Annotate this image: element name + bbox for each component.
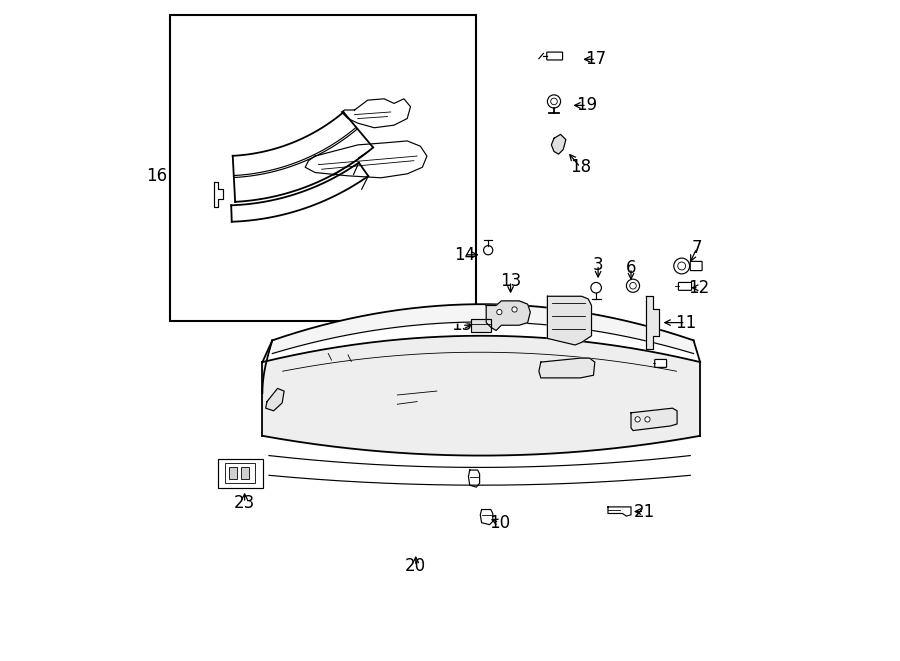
Text: 6: 6 — [626, 259, 636, 277]
Circle shape — [497, 309, 502, 315]
Polygon shape — [547, 296, 591, 345]
Circle shape — [678, 262, 686, 270]
Text: 12: 12 — [688, 279, 709, 297]
Circle shape — [674, 258, 689, 274]
Text: 8: 8 — [671, 393, 682, 410]
Text: 23: 23 — [234, 494, 256, 512]
Circle shape — [547, 95, 561, 108]
Circle shape — [635, 416, 640, 422]
FancyBboxPatch shape — [547, 52, 562, 60]
FancyBboxPatch shape — [679, 282, 691, 290]
Bar — [170, 15, 476, 321]
Text: 20: 20 — [405, 557, 427, 575]
Bar — [219, 459, 263, 488]
Text: 10: 10 — [489, 514, 510, 531]
Circle shape — [644, 416, 650, 422]
Text: 5: 5 — [547, 364, 557, 382]
Circle shape — [551, 98, 557, 104]
Text: 4: 4 — [461, 469, 472, 488]
Text: 22: 22 — [274, 406, 295, 424]
Polygon shape — [486, 301, 530, 330]
Text: 17: 17 — [586, 50, 607, 68]
Text: 7: 7 — [691, 239, 702, 257]
Text: 2: 2 — [556, 325, 567, 343]
Text: 19: 19 — [576, 97, 598, 114]
Circle shape — [512, 307, 517, 312]
Polygon shape — [552, 134, 566, 154]
Text: 9: 9 — [671, 360, 682, 377]
Polygon shape — [646, 296, 660, 349]
Bar — [225, 463, 255, 483]
Circle shape — [630, 282, 636, 289]
Circle shape — [626, 279, 640, 292]
Polygon shape — [266, 389, 284, 410]
Text: 13: 13 — [500, 272, 521, 290]
Polygon shape — [631, 408, 677, 430]
Text: 3: 3 — [593, 256, 603, 274]
Text: 1: 1 — [373, 344, 382, 362]
Bar — [230, 467, 238, 479]
Circle shape — [591, 282, 601, 293]
Text: 21: 21 — [634, 502, 655, 520]
Text: 18: 18 — [570, 158, 591, 176]
FancyBboxPatch shape — [654, 360, 667, 368]
Bar — [471, 319, 491, 332]
Polygon shape — [539, 358, 595, 378]
FancyBboxPatch shape — [690, 261, 702, 270]
Text: 11: 11 — [675, 313, 697, 332]
Text: 14: 14 — [454, 246, 475, 264]
Text: 16: 16 — [147, 167, 167, 185]
Text: 15: 15 — [451, 316, 472, 334]
Circle shape — [483, 246, 493, 254]
Bar — [240, 467, 248, 479]
